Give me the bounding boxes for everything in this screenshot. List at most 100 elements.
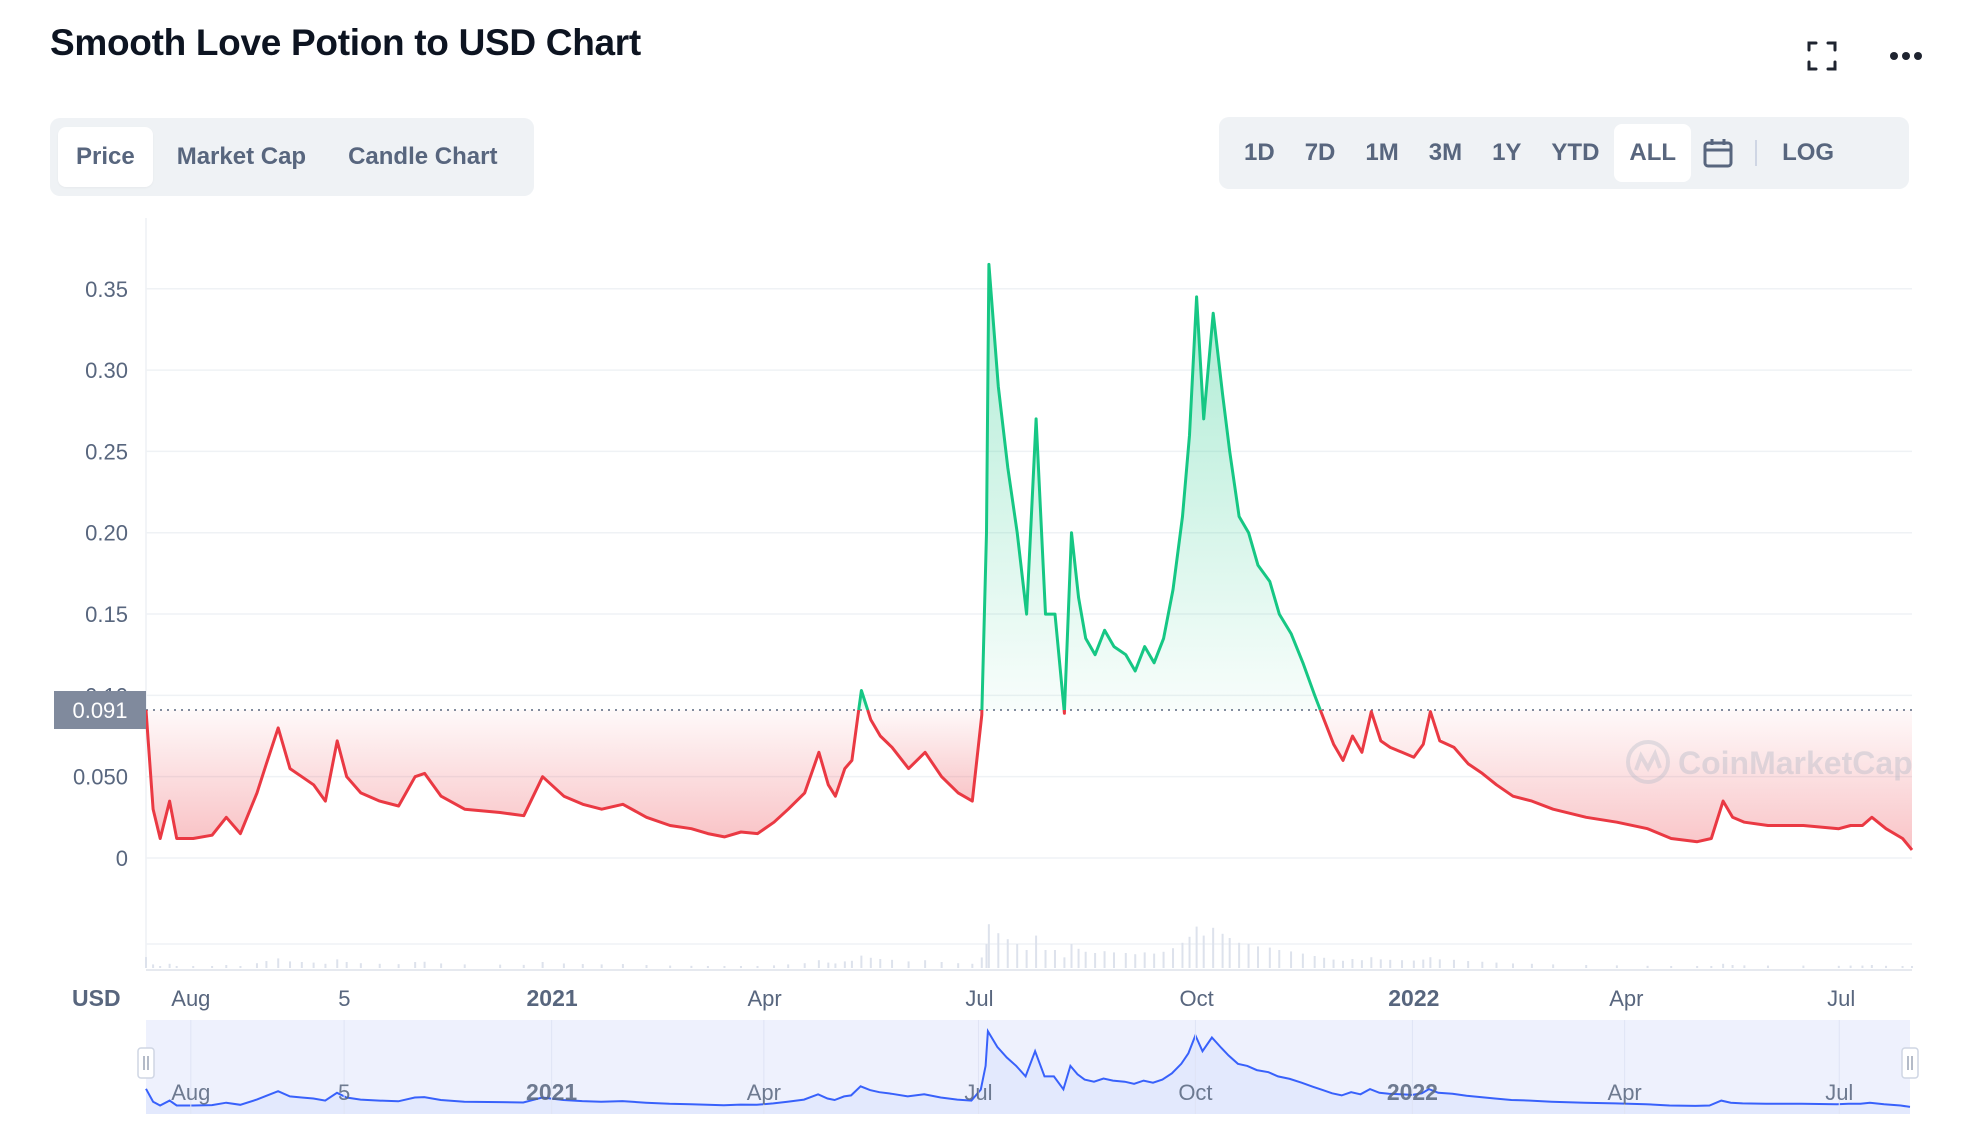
volume-bar — [1221, 933, 1224, 968]
range-all[interactable]: ALL — [1614, 124, 1692, 182]
volume-bar — [723, 966, 726, 968]
volume-bar — [827, 962, 830, 968]
volume-bar — [669, 965, 672, 968]
price-line-down — [144, 709, 861, 840]
volume-bar — [324, 963, 327, 968]
log-toggle[interactable]: LOG — [1782, 139, 1835, 166]
current-price-label: 0.091 — [72, 698, 127, 723]
x-tick-label: Aug — [171, 986, 210, 1011]
volume-bar — [1195, 926, 1198, 968]
y-tick-label: 0.050 — [73, 765, 128, 790]
volume-bar — [192, 966, 195, 968]
navigator-tick-label: Apr — [747, 1080, 781, 1105]
current-price-tag — [54, 691, 146, 730]
x-tick-label: 5 — [338, 986, 350, 1011]
volume-bar — [1467, 961, 1470, 968]
volume-bar — [1438, 959, 1441, 968]
volume-bar — [1143, 952, 1146, 968]
area-fill-up — [1064, 296, 1321, 711]
volume-bar — [1802, 965, 1805, 968]
coinmarketcap-logo: CoinMarketCap — [1626, 740, 1913, 784]
range-1y[interactable]: 1Y — [1492, 139, 1522, 166]
volume-bar — [1162, 951, 1165, 968]
navigator-right-handle[interactable] — [1901, 1047, 1919, 1079]
volume-bar — [159, 966, 162, 968]
volume-bar — [1301, 953, 1304, 968]
volume-bar — [1849, 965, 1852, 968]
volume-bar — [289, 961, 292, 968]
navigator-tick-label: Jul — [1825, 1080, 1853, 1105]
volume-bar — [1077, 948, 1080, 968]
navigator-line — [145, 1027, 1911, 1108]
range-ytd[interactable]: YTD — [1551, 139, 1600, 166]
watermark-text: CoinMarketCap — [1678, 745, 1913, 781]
chart-actions — [1802, 36, 1926, 76]
volume-bar — [1006, 939, 1009, 968]
navigator-tick-label: Apr — [1608, 1080, 1642, 1105]
volume-bar — [1112, 952, 1115, 968]
volume-bar — [423, 961, 426, 968]
range-1d[interactable]: 1D — [1244, 139, 1275, 166]
navigator-left-handle[interactable] — [137, 1047, 155, 1079]
volume-bar — [1247, 944, 1250, 968]
y-tick-label: 0.20 — [85, 521, 128, 546]
volume-bar — [985, 944, 988, 968]
volume-bar — [300, 962, 303, 968]
volume-bar — [522, 964, 525, 968]
navigator-tick-label: Oct — [1178, 1080, 1212, 1105]
volume-bar — [690, 965, 693, 968]
tab-candle-chart[interactable]: Candle Chart — [348, 143, 498, 170]
volume-bar — [843, 961, 846, 968]
volume-bar — [739, 966, 742, 968]
volume-bar — [145, 957, 147, 968]
volume-bar — [987, 924, 990, 968]
volume-bar — [980, 957, 983, 968]
page-title: Smooth Love Potion to USD Chart — [50, 22, 641, 63]
volume-bar — [1053, 950, 1056, 968]
tab-price[interactable]: Price — [58, 127, 153, 187]
volume-bar — [211, 966, 214, 968]
volume-bars — [145, 924, 1913, 968]
volume-bar — [463, 964, 466, 968]
volume-bar — [1103, 951, 1106, 968]
volume-bar — [152, 964, 155, 968]
calendar-icon[interactable] — [1691, 124, 1745, 182]
volume-bar — [860, 955, 863, 968]
volume-bar — [600, 964, 603, 968]
volume-bar — [1172, 948, 1175, 968]
volume-bar — [1911, 966, 1913, 968]
volume-bar — [1238, 942, 1241, 968]
tab-market-cap[interactable]: Market Cap — [176, 143, 307, 170]
x-tick-label: Apr — [747, 986, 781, 1011]
range-1m[interactable]: 1M — [1365, 139, 1399, 166]
volume-bar — [1495, 962, 1498, 968]
volume-bar — [1290, 951, 1293, 968]
volume-bar — [1016, 944, 1019, 968]
volume-bar — [817, 960, 820, 968]
volume-bar — [581, 964, 584, 968]
area-fill-down — [146, 710, 859, 839]
price-line-down — [1318, 709, 1914, 851]
volume-bar — [1094, 953, 1097, 968]
volume-bar — [1351, 959, 1354, 968]
more-icon[interactable] — [1886, 36, 1926, 76]
volume-bar — [1646, 965, 1649, 968]
divider — [1755, 140, 1758, 166]
volume-bar — [175, 966, 178, 968]
price-line-up — [1063, 295, 1322, 711]
range-7d[interactable]: 7D — [1304, 139, 1336, 166]
volume-bar — [440, 963, 443, 968]
volume-bar — [1861, 965, 1864, 968]
volume-bar — [850, 960, 853, 968]
fullscreen-icon[interactable] — [1802, 36, 1842, 76]
volume-bar — [1710, 966, 1713, 968]
volume-bar — [1134, 954, 1137, 968]
volume-bar — [225, 965, 228, 968]
navigator-tick-label: Aug — [171, 1080, 210, 1105]
volume-bar — [277, 958, 280, 968]
volume-bar — [1070, 944, 1073, 968]
range-3m[interactable]: 3M — [1428, 139, 1463, 166]
currency-label: USD — [72, 985, 121, 1011]
volume-bar — [255, 963, 258, 968]
